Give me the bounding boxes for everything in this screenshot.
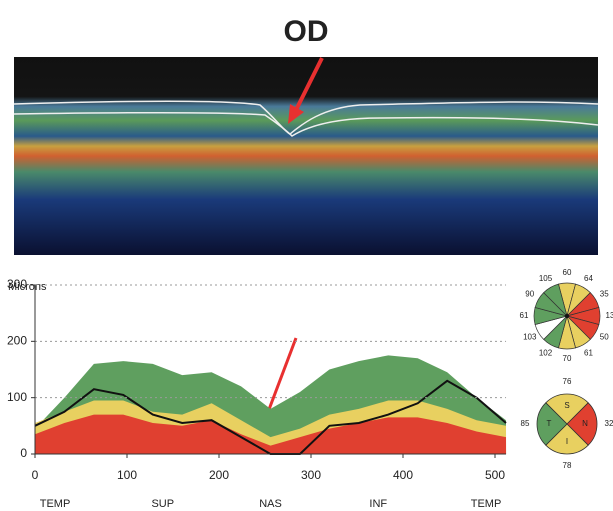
clock-value: 102 bbox=[539, 348, 553, 357]
quadrant-label: T bbox=[547, 419, 552, 428]
quadrant-label: N bbox=[582, 419, 588, 428]
clock-value: 103 bbox=[523, 333, 537, 342]
clock-value: 70 bbox=[563, 354, 572, 363]
clock-value: 90 bbox=[525, 290, 534, 299]
x-tick-label: 300 bbox=[301, 468, 321, 482]
x-tick-label: 100 bbox=[117, 468, 137, 482]
clock-value: 60 bbox=[563, 268, 572, 277]
region-label: INF bbox=[369, 498, 387, 510]
quadrant-value: 76 bbox=[563, 377, 572, 386]
region-label: SUP bbox=[151, 498, 174, 510]
region-label: NAS bbox=[259, 498, 282, 510]
quadrant-label: I bbox=[566, 437, 568, 446]
clock-value: 13 bbox=[606, 311, 613, 320]
clock-value: 50 bbox=[600, 333, 609, 342]
quadrant-label: S bbox=[564, 401, 569, 410]
x-tick-label: 200 bbox=[209, 468, 229, 482]
oct-report: OD Microns 01002003000100200300400500TEM… bbox=[0, 0, 613, 511]
region-label: TEMP bbox=[471, 498, 502, 510]
clock-value: 61 bbox=[584, 348, 593, 357]
quadrant-value: 32 bbox=[605, 419, 613, 428]
quadrant-value: 78 bbox=[563, 461, 572, 470]
y-tick-label: 100 bbox=[7, 390, 27, 404]
clock-value: 35 bbox=[600, 290, 609, 299]
x-tick-label: 400 bbox=[393, 468, 413, 482]
x-tick-label: 0 bbox=[32, 468, 39, 482]
x-tick-label: 500 bbox=[485, 468, 505, 482]
quadrant-value: 85 bbox=[521, 419, 530, 428]
y-tick-label: 200 bbox=[7, 334, 27, 348]
region-label: TEMP bbox=[40, 498, 71, 510]
y-tick-label: 300 bbox=[7, 277, 27, 291]
clock-value: 105 bbox=[539, 274, 553, 283]
clock-center bbox=[565, 314, 569, 318]
y-tick-label: 0 bbox=[20, 446, 27, 460]
chart-title: OD bbox=[284, 15, 329, 48]
clock-value: 64 bbox=[584, 274, 593, 283]
clock-value: 61 bbox=[520, 311, 529, 320]
